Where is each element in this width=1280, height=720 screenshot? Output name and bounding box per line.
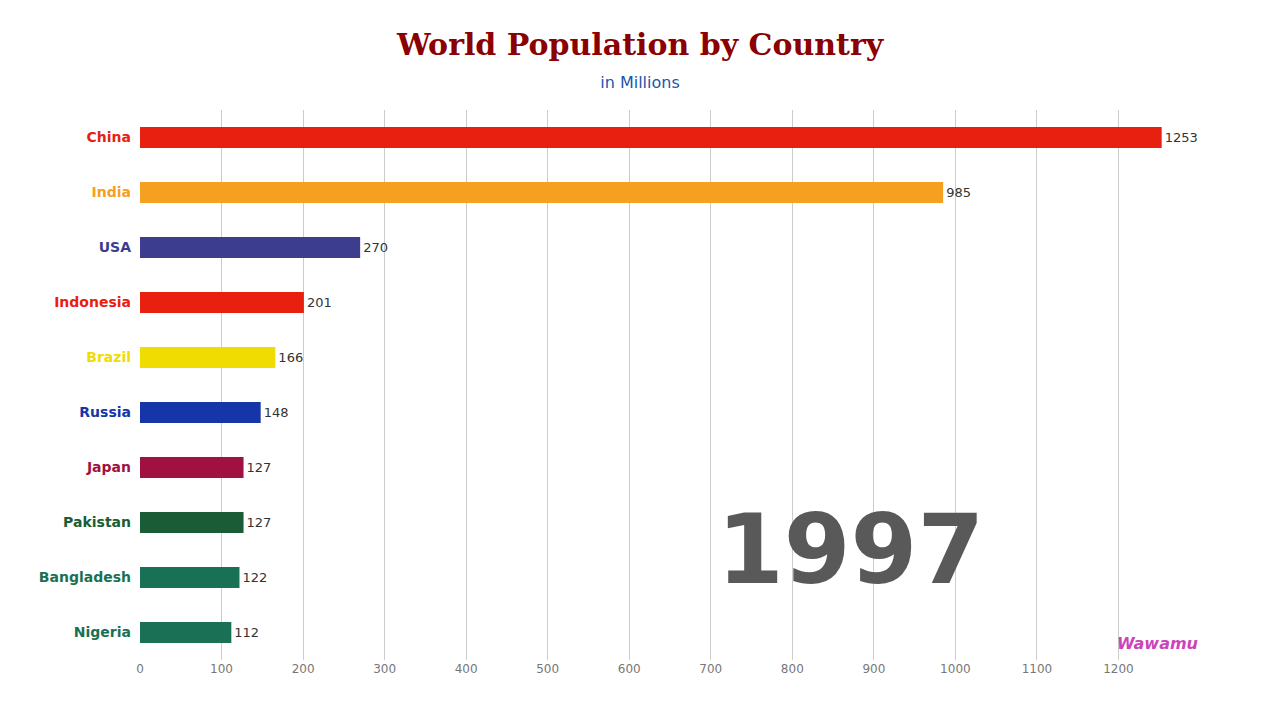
svg-text:1253: 1253 xyxy=(1165,130,1198,145)
svg-text:300: 300 xyxy=(373,662,396,676)
svg-text:1100: 1100 xyxy=(1022,662,1053,676)
svg-text:0: 0 xyxy=(136,662,144,676)
svg-text:in Millions: in Millions xyxy=(600,73,680,92)
svg-text:800: 800 xyxy=(781,662,804,676)
svg-text:Bangladesh: Bangladesh xyxy=(39,569,131,585)
svg-text:122: 122 xyxy=(242,570,267,585)
svg-text:1200: 1200 xyxy=(1103,662,1134,676)
svg-text:900: 900 xyxy=(862,662,885,676)
svg-text:127: 127 xyxy=(247,515,272,530)
svg-text:USA: USA xyxy=(99,239,131,255)
svg-text:Russia: Russia xyxy=(79,404,131,420)
svg-text:270: 270 xyxy=(363,240,388,255)
svg-text:148: 148 xyxy=(264,405,289,420)
svg-text:500: 500 xyxy=(536,662,559,676)
svg-text:Indonesia: Indonesia xyxy=(54,294,131,310)
svg-text:World Population by Country: World Population by Country xyxy=(396,27,885,62)
svg-text:166: 166 xyxy=(278,350,303,365)
svg-text:112: 112 xyxy=(234,625,259,640)
svg-text:Wawamu: Wawamu xyxy=(1117,634,1198,653)
svg-text:India: India xyxy=(92,184,131,200)
svg-text:1997: 1997 xyxy=(717,494,984,606)
svg-text:Nigeria: Nigeria xyxy=(74,624,131,640)
svg-text:201: 201 xyxy=(307,295,332,310)
svg-text:1000: 1000 xyxy=(940,662,971,676)
svg-text:100: 100 xyxy=(210,662,233,676)
svg-text:700: 700 xyxy=(699,662,722,676)
svg-text:127: 127 xyxy=(247,460,272,475)
svg-text:Pakistan: Pakistan xyxy=(63,514,131,530)
svg-text:Brazil: Brazil xyxy=(86,349,131,365)
svg-text:600: 600 xyxy=(618,662,641,676)
svg-text:985: 985 xyxy=(946,185,971,200)
svg-text:China: China xyxy=(87,129,131,145)
svg-text:200: 200 xyxy=(292,662,315,676)
svg-text:Japan: Japan xyxy=(86,459,131,475)
svg-text:400: 400 xyxy=(455,662,478,676)
